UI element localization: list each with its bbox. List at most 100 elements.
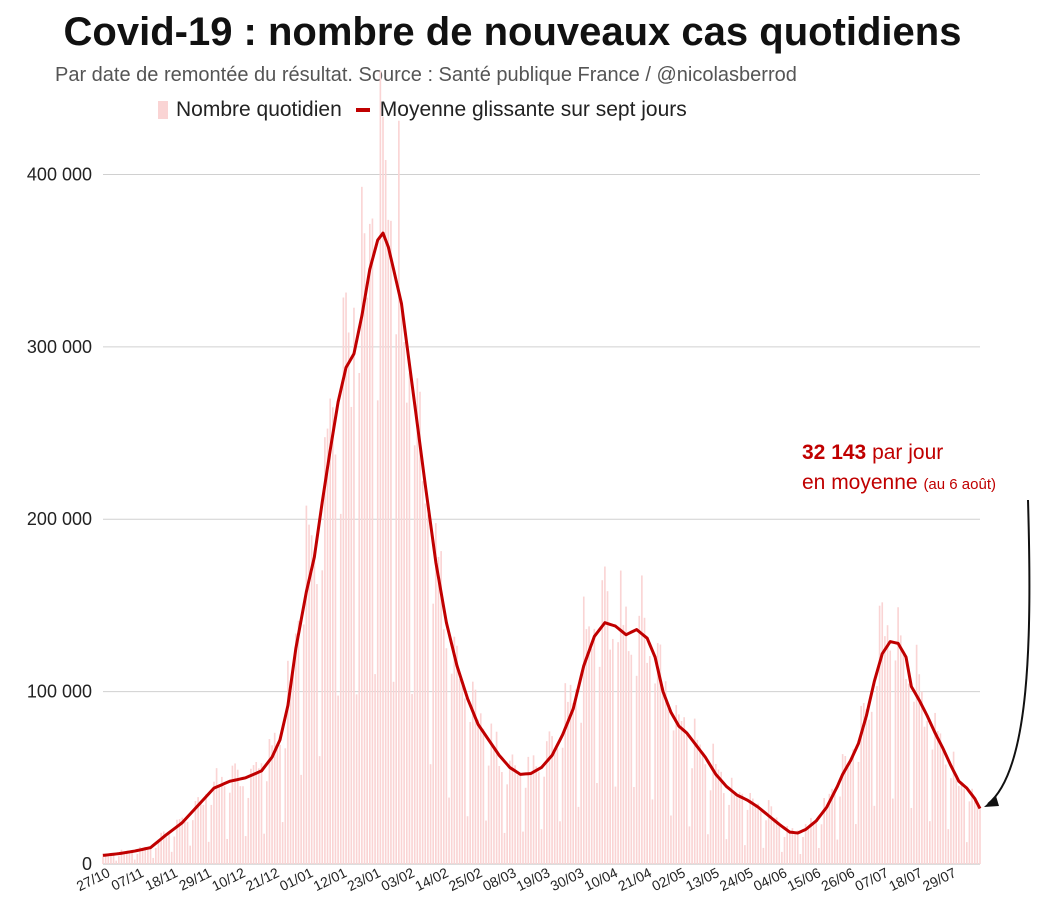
daily-bar [860,705,862,864]
daily-bar [569,684,572,864]
daily-bar [820,824,823,864]
x-tick-label: 07/11 [109,864,147,893]
daily-bar [892,798,894,864]
daily-bar [181,817,184,864]
daily-bar [350,406,353,864]
daily-bar [638,615,641,864]
daily-bar [783,836,786,864]
daily-bar [252,765,255,864]
daily-bar [670,815,672,864]
daily-bar [250,768,252,864]
daily-bar [332,407,334,864]
daily-bar [149,847,152,864]
daily-bar [765,820,767,864]
chart-subtitle: Par date de remontée du résultat. Source… [55,64,797,86]
daily-bar [598,666,601,864]
daily-bar [696,739,699,864]
daily-bar [308,524,310,864]
daily-bar [258,768,260,864]
daily-bar [353,307,355,864]
daily-bar [120,849,123,864]
daily-bar [284,748,287,864]
daily-bar [881,602,884,864]
daily-bar [155,847,157,864]
daily-bar [693,718,696,864]
daily-bar [664,681,667,864]
annotation-note: (au 6 août) [923,476,996,493]
daily-bar [297,620,300,864]
daily-bar [152,857,155,864]
daily-bar [905,678,907,864]
daily-bar [371,218,374,864]
daily-bar [466,816,469,864]
daily-bar [265,781,268,864]
daily-bar [538,771,540,864]
daily-bar [931,749,934,864]
daily-bar [849,762,852,864]
daily-bar [897,607,899,864]
daily-bar [287,660,289,864]
daily-bar [641,575,643,864]
daily-bar [612,638,614,864]
legend-bars-label: Nombre quotidien [176,98,342,121]
daily-bar [199,800,202,864]
daily-bar [321,570,324,864]
daily-bar [345,292,347,864]
daily-bar [633,787,635,864]
daily-bar [593,628,596,864]
daily-bar [728,804,730,864]
daily-bar [680,721,683,864]
daily-bar [223,786,226,864]
daily-bar [170,851,173,864]
daily-bar [720,771,722,864]
daily-bar [868,719,870,864]
daily-bar [884,636,886,864]
daily-bar [921,691,923,864]
daily-bar [342,297,345,864]
daily-bar [218,785,221,864]
daily-bar [722,793,725,864]
daily-bar [485,820,487,864]
daily-bar [630,654,633,864]
legend-bar-swatch [158,101,168,119]
daily-bar [619,570,622,864]
daily-bar [648,656,651,864]
daily-bar [553,752,556,864]
daily-bar [128,852,131,864]
daily-bar [588,626,590,864]
daily-bar [788,831,791,864]
daily-bar [450,673,453,864]
daily-bar [683,717,685,864]
daily-bar [302,624,305,864]
daily-bar [202,804,205,864]
daily-bar [477,719,479,864]
daily-bar [582,596,585,864]
daily-bar [778,822,781,864]
daily-bar [934,712,936,864]
annotation-line1: 32 143 par jour [802,438,996,468]
daily-bar [804,824,807,864]
daily-bar [408,372,411,864]
x-tick-label: 27/10 [74,864,113,894]
daily-bar [448,797,450,864]
daily-bar [104,853,107,864]
daily-bar [231,765,234,864]
daily-bar [799,854,802,864]
daily-bar [757,803,759,864]
daily-bar [514,765,516,864]
daily-bar [704,764,707,864]
daily-bar [368,223,371,864]
daily-bar [548,731,551,864]
daily-bar [812,821,815,864]
gridlines [103,173,980,865]
daily-bar [950,778,952,864]
daily-bar [889,650,892,864]
daily-bar [855,824,857,864]
daily-bar [300,774,302,864]
daily-bar [527,756,530,864]
daily-bar [662,687,664,864]
y-axis-labels: 0 100 000 200 000 300 000 400 000 [27,164,92,874]
daily-bar [207,841,210,864]
daily-bar [532,755,535,864]
daily-bar [445,648,448,864]
